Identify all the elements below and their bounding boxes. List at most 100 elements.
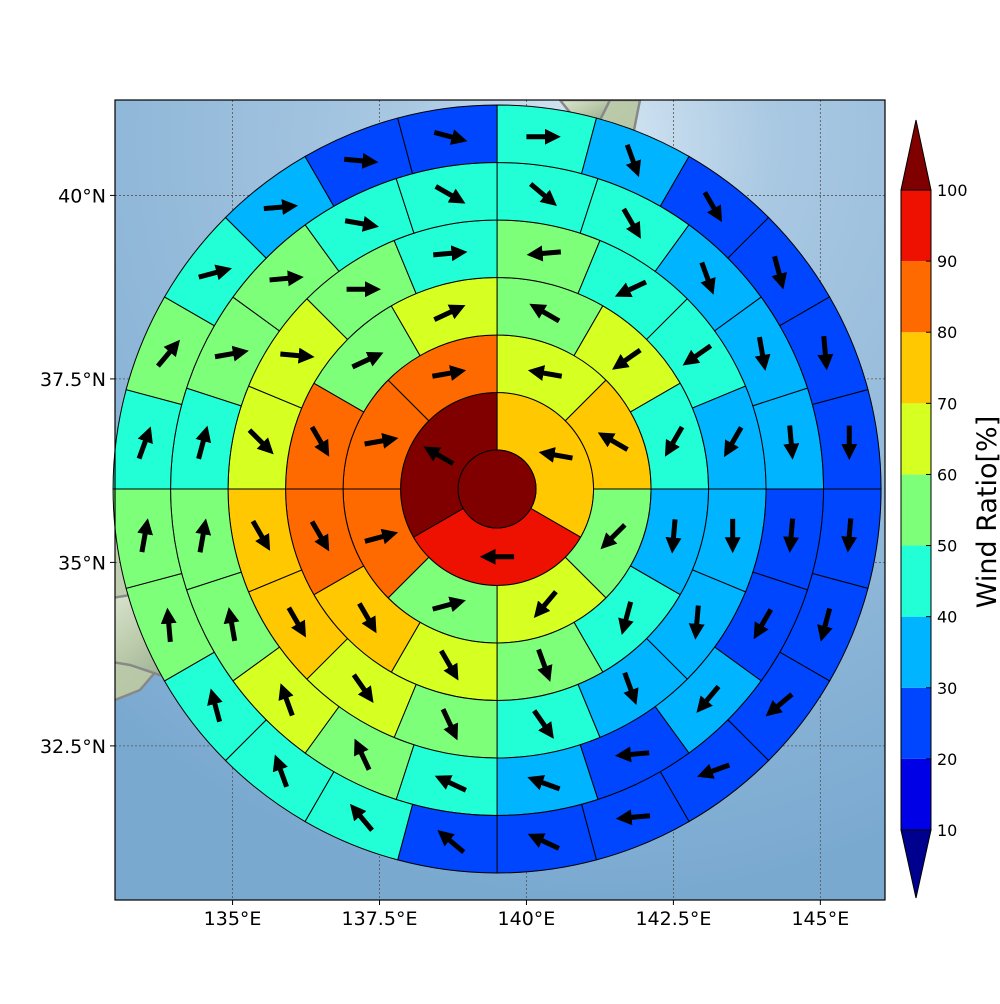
x-tick-label: 145°E: [791, 908, 849, 930]
wind-arrow: [538, 447, 573, 463]
wind-arrow: [527, 775, 561, 792]
wind-arrow: [614, 279, 648, 298]
y-tick-label: 32.5°N: [40, 736, 106, 758]
wind-arrow: [536, 648, 553, 682]
colorbar-extend-top: [900, 119, 932, 191]
wind-arrow: [817, 607, 833, 642]
wind-arrow: [615, 809, 651, 826]
wind-arrow: [214, 345, 249, 362]
x-tick-label: 142.5°E: [635, 908, 711, 930]
y-tick-label: 35°N: [58, 552, 106, 574]
colorbar-band: [901, 687, 931, 759]
wind-arrow: [527, 833, 560, 851]
wind-arrow: [263, 199, 299, 216]
wind-arrow: [351, 673, 374, 703]
colorbar-tick-label: 70: [937, 394, 957, 413]
wind-arrow: [696, 684, 721, 713]
wind-arrow: [278, 683, 295, 717]
wind-arrow: [286, 606, 306, 638]
y-tick-label: 37.5°N: [40, 369, 106, 391]
x-tick-label: 140°E: [498, 908, 556, 930]
wind-arrow: [223, 607, 240, 642]
wind-arrow: [433, 245, 468, 262]
wind-arrow: [532, 709, 554, 739]
wind-arrow: [423, 446, 455, 466]
wind-arrow: [622, 671, 639, 706]
colorbar-band: [901, 474, 931, 546]
colorbar-band: [901, 190, 931, 262]
wind-arrow: [699, 261, 716, 295]
wind-arrow: [280, 347, 315, 364]
colorbar-tick-label: 90: [937, 252, 957, 271]
wind-arrow: [527, 365, 563, 381]
colorbar-tick-label: 30: [937, 679, 957, 698]
wind-arrow: [702, 191, 722, 223]
wind-arrow: [136, 426, 153, 460]
wind-arrow: [434, 775, 467, 793]
wind-arrow: [682, 343, 713, 366]
wind-arrow: [597, 432, 629, 452]
wind-arrow: [433, 304, 466, 322]
colorbar-band: [901, 758, 931, 830]
wind-arrow: [269, 270, 304, 287]
colorbar: 10 20 30 40 50 60 70 80 90 100: [900, 119, 968, 899]
wind-arrow: [621, 207, 641, 239]
wind-arrow: [364, 432, 399, 449]
colorbar-tick-label: 10: [937, 821, 957, 840]
wind-arrow: [529, 303, 561, 324]
colorbar-band: [901, 261, 931, 333]
colorbar-tick-label: 100: [937, 181, 968, 200]
wind-arrow: [765, 692, 794, 717]
wind-arrow: [439, 649, 459, 681]
x-tick-label: 135°E: [204, 908, 262, 930]
wind-arrow: [349, 803, 374, 832]
colorbar-frame: [900, 189, 932, 831]
wind-arrow: [364, 528, 399, 545]
wind-arrow: [431, 365, 467, 381]
colorbar-band: [901, 616, 931, 688]
center-disk: [457, 449, 537, 529]
wind-arrow: [343, 152, 379, 169]
ring-sector: [811, 388, 882, 490]
wind-arrow: [618, 601, 634, 635]
wind-arrow: [195, 425, 212, 460]
wind-arrow: [664, 425, 685, 457]
ring-sector: [496, 803, 598, 874]
colorbar-label: Wind Ratio[%]: [972, 416, 1000, 608]
wind-arrow: [137, 518, 153, 553]
colorbar-extend-bottom: [900, 829, 932, 899]
wind-arrow: [160, 607, 177, 643]
wind-arrow: [688, 605, 705, 640]
wind-ratio-rings: [112, 104, 882, 874]
wind-arrow: [612, 347, 642, 370]
wind-arrow: [250, 519, 271, 551]
axis-tick-labels: 135°E 137.5°E 140°E 142.5°E 145°E 32.5°N 35°N 3…: [40, 185, 849, 930]
wind-arrow: [533, 590, 558, 618]
wind-arrow: [344, 216, 379, 232]
wind-arrow: [771, 255, 787, 290]
wind-arrow: [697, 762, 731, 779]
wind-arrow: [247, 428, 274, 455]
wind-arrow: [440, 708, 459, 741]
wind-arrow: [357, 602, 377, 634]
wind-arrow: [754, 336, 771, 371]
wind-arrow: [432, 596, 466, 613]
x-tick-label: 137.5°E: [342, 908, 418, 930]
wind-arrows: [136, 128, 858, 855]
colorbar-band: [901, 332, 931, 404]
wind-arrow: [753, 608, 774, 640]
wind-arrow: [526, 245, 562, 262]
wind-arrow: [198, 264, 232, 281]
wind-arrow: [309, 425, 330, 457]
map-area: [112, 99, 886, 901]
colorbar-tick-label: 40: [937, 608, 957, 627]
wind-arrow: [783, 518, 799, 553]
wind-arrow: [437, 830, 466, 855]
colorbar-band: [901, 545, 931, 617]
y-tick-label: 40°N: [58, 185, 106, 207]
wind-arrow: [529, 182, 557, 207]
wind-arrow: [434, 184, 466, 204]
wind-arrow: [351, 351, 384, 370]
wind-arrow: [309, 520, 330, 552]
